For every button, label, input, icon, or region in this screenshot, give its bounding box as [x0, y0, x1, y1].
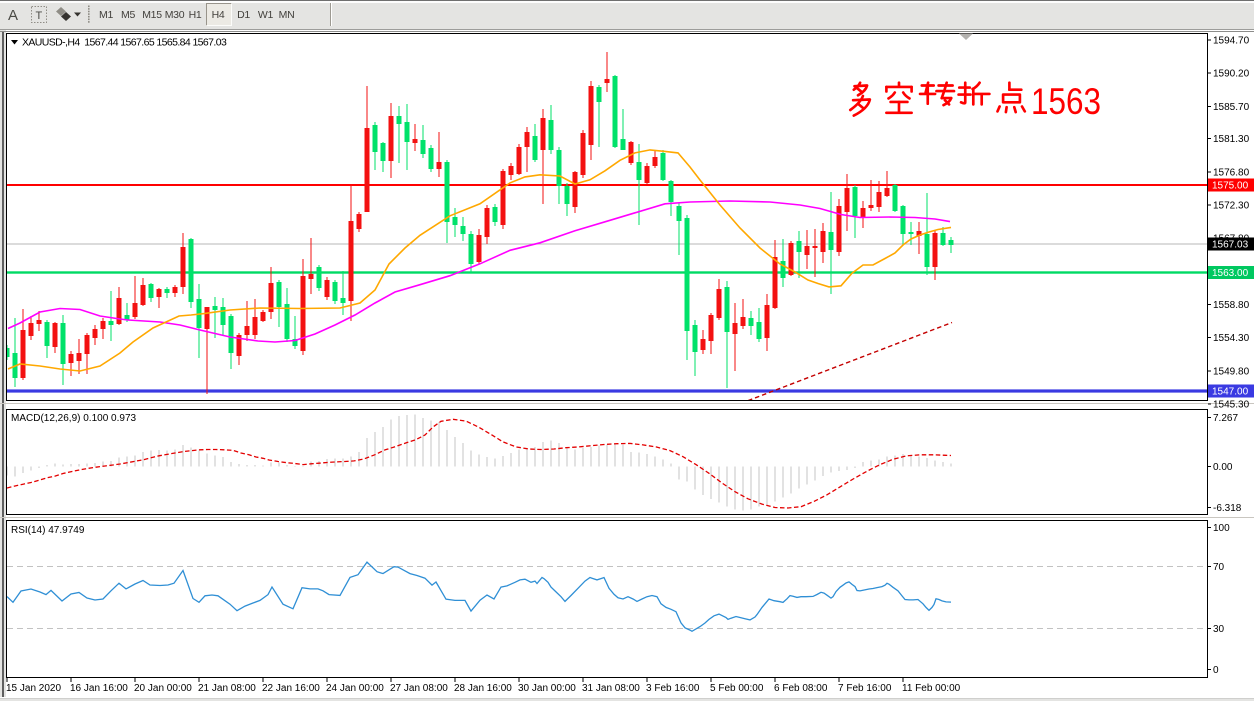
svg-text:0: 0: [1213, 665, 1219, 676]
svg-text:1585.70: 1585.70: [1213, 102, 1250, 113]
svg-text:7 Feb 16:00: 7 Feb 16:00: [838, 683, 892, 694]
svg-text:7.267: 7.267: [1213, 413, 1238, 424]
svg-text:1572.30: 1572.30: [1213, 201, 1250, 212]
svg-text:1558.80: 1558.80: [1213, 300, 1250, 311]
svg-text:1549.80: 1549.80: [1213, 366, 1250, 377]
svg-text:A: A: [8, 7, 18, 24]
svg-text:M30: M30: [165, 9, 185, 21]
svg-text:1554.30: 1554.30: [1213, 333, 1250, 344]
svg-text:M5: M5: [121, 9, 135, 21]
svg-text:1576.80: 1576.80: [1213, 167, 1250, 178]
svg-text:24 Jan 00:00: 24 Jan 00:00: [326, 683, 384, 694]
svg-text:XAUUSD-,H4 1567.44 1567.65 15: XAUUSD-,H4 1567.44 1567.65 1565.84 1567.…: [22, 37, 227, 49]
svg-text:70: 70: [1213, 562, 1225, 573]
svg-text:1563.00: 1563.00: [1212, 268, 1249, 279]
svg-text:M15: M15: [142, 9, 162, 21]
svg-text:T: T: [36, 10, 43, 22]
svg-text:6 Feb 08:00: 6 Feb 08:00: [774, 683, 828, 694]
svg-text:D1: D1: [237, 9, 250, 21]
svg-text:H1: H1: [189, 9, 202, 21]
svg-text:RSI(14) 47.9749: RSI(14) 47.9749: [11, 525, 85, 536]
svg-text:5 Feb 00:00: 5 Feb 00:00: [710, 683, 764, 694]
svg-text:H4: H4: [212, 9, 225, 21]
svg-text:1581.30: 1581.30: [1213, 134, 1250, 145]
svg-text:-6.318: -6.318: [1213, 503, 1242, 514]
svg-text:16 Jan 16:00: 16 Jan 16:00: [70, 683, 128, 694]
svg-text:1545.30: 1545.30: [1213, 400, 1250, 411]
svg-text:11 Feb 00:00: 11 Feb 00:00: [902, 683, 961, 694]
svg-text:1547.00: 1547.00: [1212, 387, 1249, 398]
svg-text:1567.03: 1567.03: [1212, 240, 1249, 251]
svg-text:1575.00: 1575.00: [1212, 181, 1249, 192]
svg-text:28 Jan 16:00: 28 Jan 16:00: [454, 683, 512, 694]
svg-text:22 Jan 16:00: 22 Jan 16:00: [262, 683, 320, 694]
svg-text:3 Feb 16:00: 3 Feb 16:00: [646, 683, 700, 694]
svg-text:20 Jan 00:00: 20 Jan 00:00: [134, 683, 192, 694]
svg-text:100: 100: [1213, 523, 1230, 534]
svg-text:M1: M1: [99, 9, 113, 21]
svg-text:MN: MN: [279, 9, 295, 21]
svg-text:1594.70: 1594.70: [1213, 36, 1250, 47]
svg-text:1563: 1563: [1031, 81, 1101, 122]
svg-text:1590.20: 1590.20: [1213, 69, 1250, 80]
svg-text:30: 30: [1213, 624, 1225, 635]
svg-text:MACD(12,26,9) 0.100 0.973: MACD(12,26,9) 0.100 0.973: [11, 413, 137, 424]
svg-text:21 Jan 08:00: 21 Jan 08:00: [198, 683, 256, 694]
svg-text:15 Jan 2020: 15 Jan 2020: [6, 683, 61, 694]
svg-text:31 Jan 08:00: 31 Jan 08:00: [582, 683, 640, 694]
svg-text:0.00: 0.00: [1213, 462, 1233, 473]
svg-text:27 Jan 08:00: 27 Jan 08:00: [390, 683, 448, 694]
svg-text:W1: W1: [258, 9, 274, 21]
svg-text:30 Jan 00:00: 30 Jan 00:00: [518, 683, 576, 694]
